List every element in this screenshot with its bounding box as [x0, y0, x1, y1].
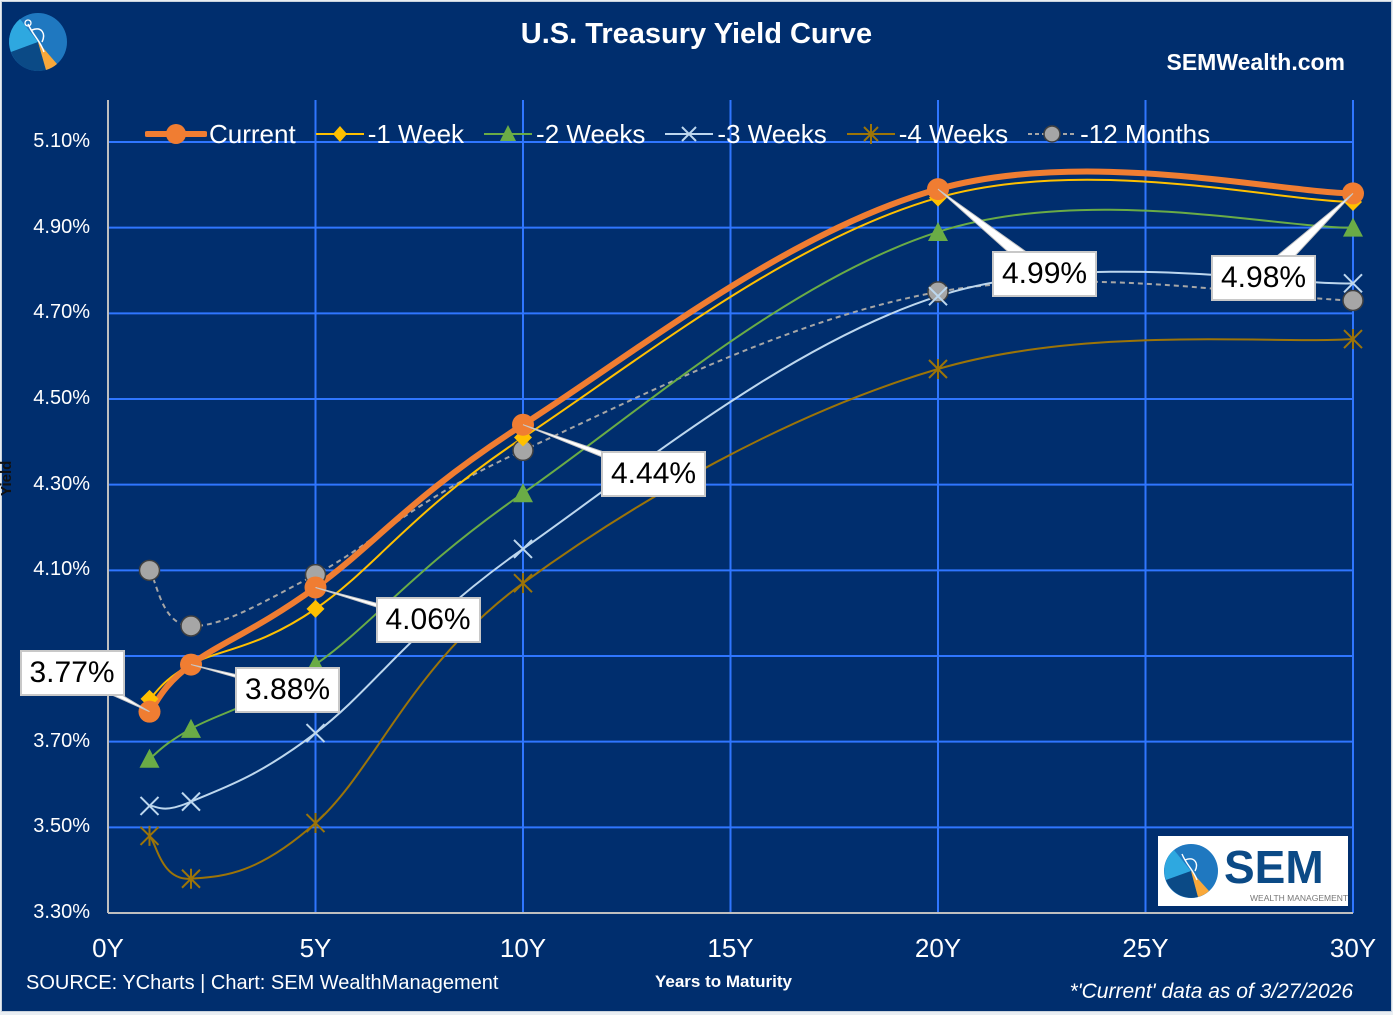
- logo-mark-icon: [1164, 844, 1218, 898]
- series-line-week4: [148, 338, 1354, 880]
- x-tick-label: 15Y: [707, 933, 754, 963]
- x-tick-label: 10Y: [499, 933, 547, 963]
- y-tick-label: 3.70%: [33, 729, 90, 752]
- y-tick-label: 4.10%: [33, 558, 90, 581]
- legend-item-4-weeks: -4 Weeks: [845, 119, 1008, 150]
- data-point-week4: [1343, 329, 1363, 350]
- legend-item-current: Current: [145, 119, 296, 150]
- data-point-months12: [180, 615, 202, 637]
- y-tick-label: 3.30%: [33, 901, 90, 923]
- series-markers: [138, 178, 1364, 889]
- site-url: SEMWealth.com: [1166, 49, 1346, 75]
- legend: Current -1 Week -2 Weeks -3 Weeks -4 Wee…: [145, 115, 1228, 153]
- y-tick-label: 5.10%: [33, 130, 90, 152]
- callout-pointers: [59, 188, 1354, 713]
- logo-text: SEM: [1224, 841, 1324, 893]
- data-point-week3: [181, 791, 201, 812]
- data-point-week2: [139, 748, 160, 768]
- y-tick-label: 4.50%: [33, 387, 90, 409]
- x-tick-label: 0Y: [92, 933, 124, 963]
- legend-label: Current: [209, 118, 296, 149]
- series-lines: [147, 168, 1354, 880]
- legend-marker-triangle-icon: [484, 125, 533, 141]
- data-label: 4.06%: [375, 597, 481, 644]
- data-point-week4: [139, 825, 160, 846]
- series-line-current: [147, 168, 1354, 714]
- source-note: SOURCE: YCharts | Chart: SEM WealthManag…: [26, 972, 499, 994]
- data-point-week4: [928, 359, 948, 380]
- data-point-week2: [181, 718, 201, 738]
- legend-marker-circle-icon: [145, 124, 207, 144]
- x-tick-label: 25Y: [1122, 933, 1169, 963]
- data-point-months12: [138, 559, 161, 582]
- legend-label: -1 Week: [367, 118, 465, 149]
- data-point-week3: [305, 723, 326, 743]
- legend-marker-circle-dashed-icon: [1028, 125, 1077, 143]
- legend-label: -12 Months: [1080, 118, 1211, 149]
- y-axis-label: Yield: [0, 460, 15, 496]
- chart-title: U.S. Treasury Yield Curve: [520, 18, 873, 50]
- y-tick-label: 4.90%: [33, 215, 90, 238]
- x-tick-label: 30Y: [1329, 933, 1377, 963]
- logo-icon: [9, 13, 67, 72]
- x-tick-label: 5Y: [299, 933, 332, 963]
- legend-marker-diamond-icon: [315, 126, 364, 142]
- data-label: 4.98%: [1211, 255, 1317, 302]
- legend-marker-x-icon: [665, 126, 714, 142]
- data-point-week4: [513, 573, 533, 594]
- data-point-week2: [928, 221, 948, 241]
- data-label: 4.99%: [992, 251, 1098, 298]
- data-label: 3.77%: [19, 649, 125, 696]
- data-point-months12: [927, 281, 949, 303]
- grid: [107, 100, 1354, 914]
- data-point-week4: [181, 868, 201, 889]
- legend-label: -3 Weeks: [717, 118, 827, 149]
- legend-label: -2 Weeks: [536, 118, 646, 149]
- data-point-week4: [305, 813, 326, 834]
- series-line-week3: [149, 270, 1354, 810]
- y-tick-label: 4.70%: [33, 301, 90, 324]
- x-tick-label: 20Y: [914, 933, 962, 963]
- legend-label: -4 Weeks: [898, 118, 1009, 149]
- series-line-week1: [148, 178, 1354, 700]
- data-point-week3: [1343, 273, 1363, 294]
- logo-subtext: WEALTH MANAGEMENT: [1250, 893, 1348, 903]
- legend-marker-star-icon: [846, 124, 895, 144]
- legend-item-12-months: -12 Months: [1026, 119, 1210, 150]
- data-point-week3: [139, 796, 160, 816]
- legend-item-3-weeks: -3 Weeks: [663, 118, 827, 150]
- legend-item-2-weeks: -2 Weeks: [482, 119, 645, 150]
- series-line-week2: [148, 208, 1354, 760]
- x-axis-label: Years to Maturity: [655, 972, 792, 991]
- y-tick-label: 4.30%: [33, 472, 90, 495]
- data-label: 4.44%: [601, 450, 707, 497]
- data-point-week3: [928, 286, 948, 306]
- data-point-week2: [1343, 217, 1363, 237]
- data-point-week3: [513, 539, 533, 559]
- sem-logo: SEM WEALTH MANAGEMENT: [1158, 836, 1348, 906]
- data-point-week1: [306, 599, 325, 618]
- y-tick-label: 3.50%: [33, 815, 90, 838]
- data-point-months12: [1342, 289, 1364, 312]
- legend-item-1-week: -1 Week: [314, 119, 464, 150]
- date-note: *'Current' data as of 3/27/2026: [1069, 980, 1353, 1003]
- data-point-week2: [513, 483, 533, 503]
- data-label: 3.88%: [235, 666, 341, 713]
